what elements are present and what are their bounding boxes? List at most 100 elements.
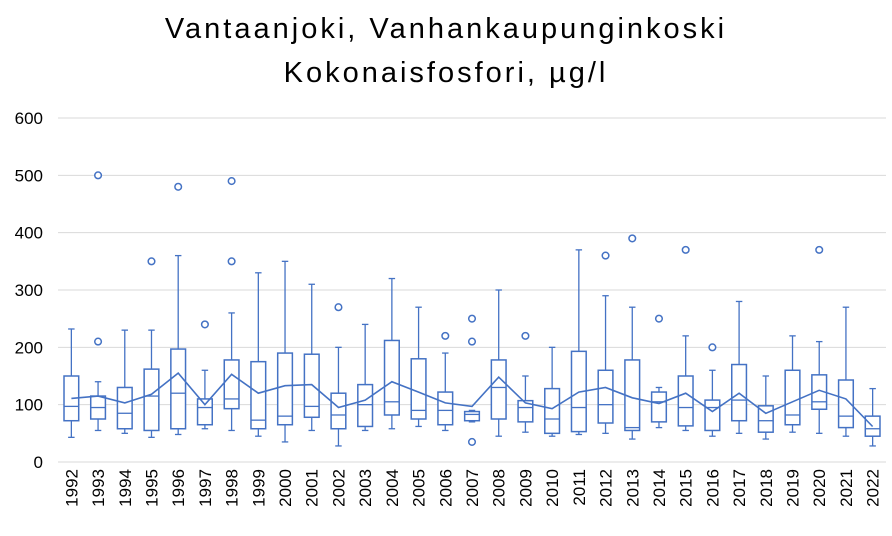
x-tick-label: 2005	[410, 469, 429, 507]
box-iqr	[250, 360, 267, 430]
outlier-point	[708, 343, 717, 352]
outlier-point	[815, 245, 824, 254]
box-1996	[170, 182, 187, 436]
y-tick-label: 300	[15, 281, 43, 300]
box-1993	[89, 171, 107, 432]
box-2010	[544, 346, 561, 437]
box-iqr	[116, 386, 133, 430]
box-2022	[864, 387, 881, 447]
x-tick-label: 2007	[463, 469, 482, 507]
outlier-point	[521, 331, 530, 340]
box-iqr	[357, 383, 374, 428]
y-axis-ticks: 0 100 200 300 400 500 600	[15, 109, 43, 472]
box-2016	[704, 343, 721, 437]
x-tick-label: 2006	[436, 469, 455, 507]
x-tick-label: 2012	[597, 469, 616, 507]
chart-subtitle: Kokonaisfosfori, µg/l	[283, 57, 609, 89]
box-2017	[731, 300, 748, 434]
box-2014	[650, 314, 668, 429]
x-tick-label: 1996	[169, 469, 188, 507]
box-iqr	[276, 352, 294, 426]
x-tick-label: 1992	[62, 469, 81, 507]
box-2002	[330, 303, 347, 447]
box-iqr	[784, 369, 801, 426]
box-iqr	[704, 399, 721, 432]
box-2011	[570, 249, 587, 436]
y-tick-label: 500	[15, 166, 43, 185]
boxes	[63, 171, 881, 447]
box-iqr	[597, 369, 614, 424]
outlier-point	[441, 331, 450, 340]
outlier-point	[94, 171, 103, 180]
x-tick-label: 2010	[543, 469, 562, 507]
box-2020	[811, 245, 828, 434]
x-tick-label: 2021	[837, 469, 856, 507]
box-1995	[143, 257, 160, 438]
x-tick-label: 2019	[784, 469, 803, 507]
box-iqr	[677, 375, 694, 427]
x-tick-label: 2001	[303, 469, 322, 507]
x-tick-label: 2002	[329, 469, 348, 507]
box-iqr	[143, 368, 160, 432]
x-tick-label: 2008	[490, 469, 509, 507]
box-iqr	[544, 387, 561, 435]
box-2000	[276, 260, 294, 443]
outlier-point	[334, 303, 343, 312]
y-tick-label: 200	[15, 338, 43, 357]
x-tick-label: 1999	[249, 469, 268, 507]
box-2015	[677, 245, 694, 432]
outlier-point	[467, 437, 477, 446]
box-1999	[250, 272, 267, 437]
box-2006	[437, 331, 454, 432]
box-iqr	[517, 399, 534, 423]
box-2019	[784, 335, 801, 433]
x-tick-label: 2003	[356, 469, 375, 507]
outlier-point	[467, 314, 477, 323]
outlier-point	[654, 314, 664, 323]
x-tick-label: 2015	[677, 469, 696, 507]
box-iqr	[303, 353, 320, 419]
box-1998	[223, 177, 240, 432]
x-tick-label: 2009	[516, 469, 535, 507]
outlier-point	[601, 251, 610, 260]
x-tick-label: 2011	[570, 469, 589, 506]
x-tick-label: 2004	[383, 469, 402, 507]
x-tick-label: 2000	[276, 469, 295, 507]
mean-line	[71, 371, 874, 428]
box-iqr	[490, 359, 507, 420]
x-tick-label: 2022	[864, 469, 883, 507]
outlier-point	[174, 182, 183, 191]
x-tick-label: 1994	[116, 469, 135, 507]
box-2007	[463, 314, 481, 446]
y-tick-label: 0	[34, 453, 43, 472]
outlier-point	[467, 337, 477, 346]
box-1994	[116, 329, 133, 434]
x-tick-label: 1998	[223, 469, 242, 507]
box-iqr	[196, 398, 213, 426]
outlier-point	[200, 320, 209, 329]
x-tick-label: 2014	[650, 469, 669, 507]
chart-title: Vantaanjoki, Vanhankaupunginkoski	[164, 13, 728, 45]
box-2005	[410, 306, 427, 428]
x-axis-ticks: 1992 1993 1994 1995 1996 1997 1998 1999 2000 2001…	[62, 469, 882, 507]
box-2009	[517, 331, 534, 433]
outlier-point	[628, 234, 637, 243]
box-iqr	[330, 392, 347, 430]
box-2004	[383, 277, 400, 430]
box-iqr	[437, 391, 454, 426]
box-2001	[303, 283, 320, 432]
y-tick-label: 400	[15, 224, 43, 243]
box-iqr	[223, 359, 240, 410]
box-2013	[624, 234, 641, 440]
box-2008	[490, 289, 507, 437]
x-tick-label: 2013	[623, 469, 642, 507]
outlier-point	[227, 257, 236, 266]
y-tick-label: 600	[15, 109, 43, 128]
y-tick-label: 100	[15, 396, 43, 415]
gridlines	[58, 117, 886, 463]
outlier-point	[94, 337, 103, 346]
x-tick-label: 1997	[196, 469, 215, 507]
x-tick-label: 2018	[757, 469, 776, 507]
box-1997	[196, 320, 213, 430]
